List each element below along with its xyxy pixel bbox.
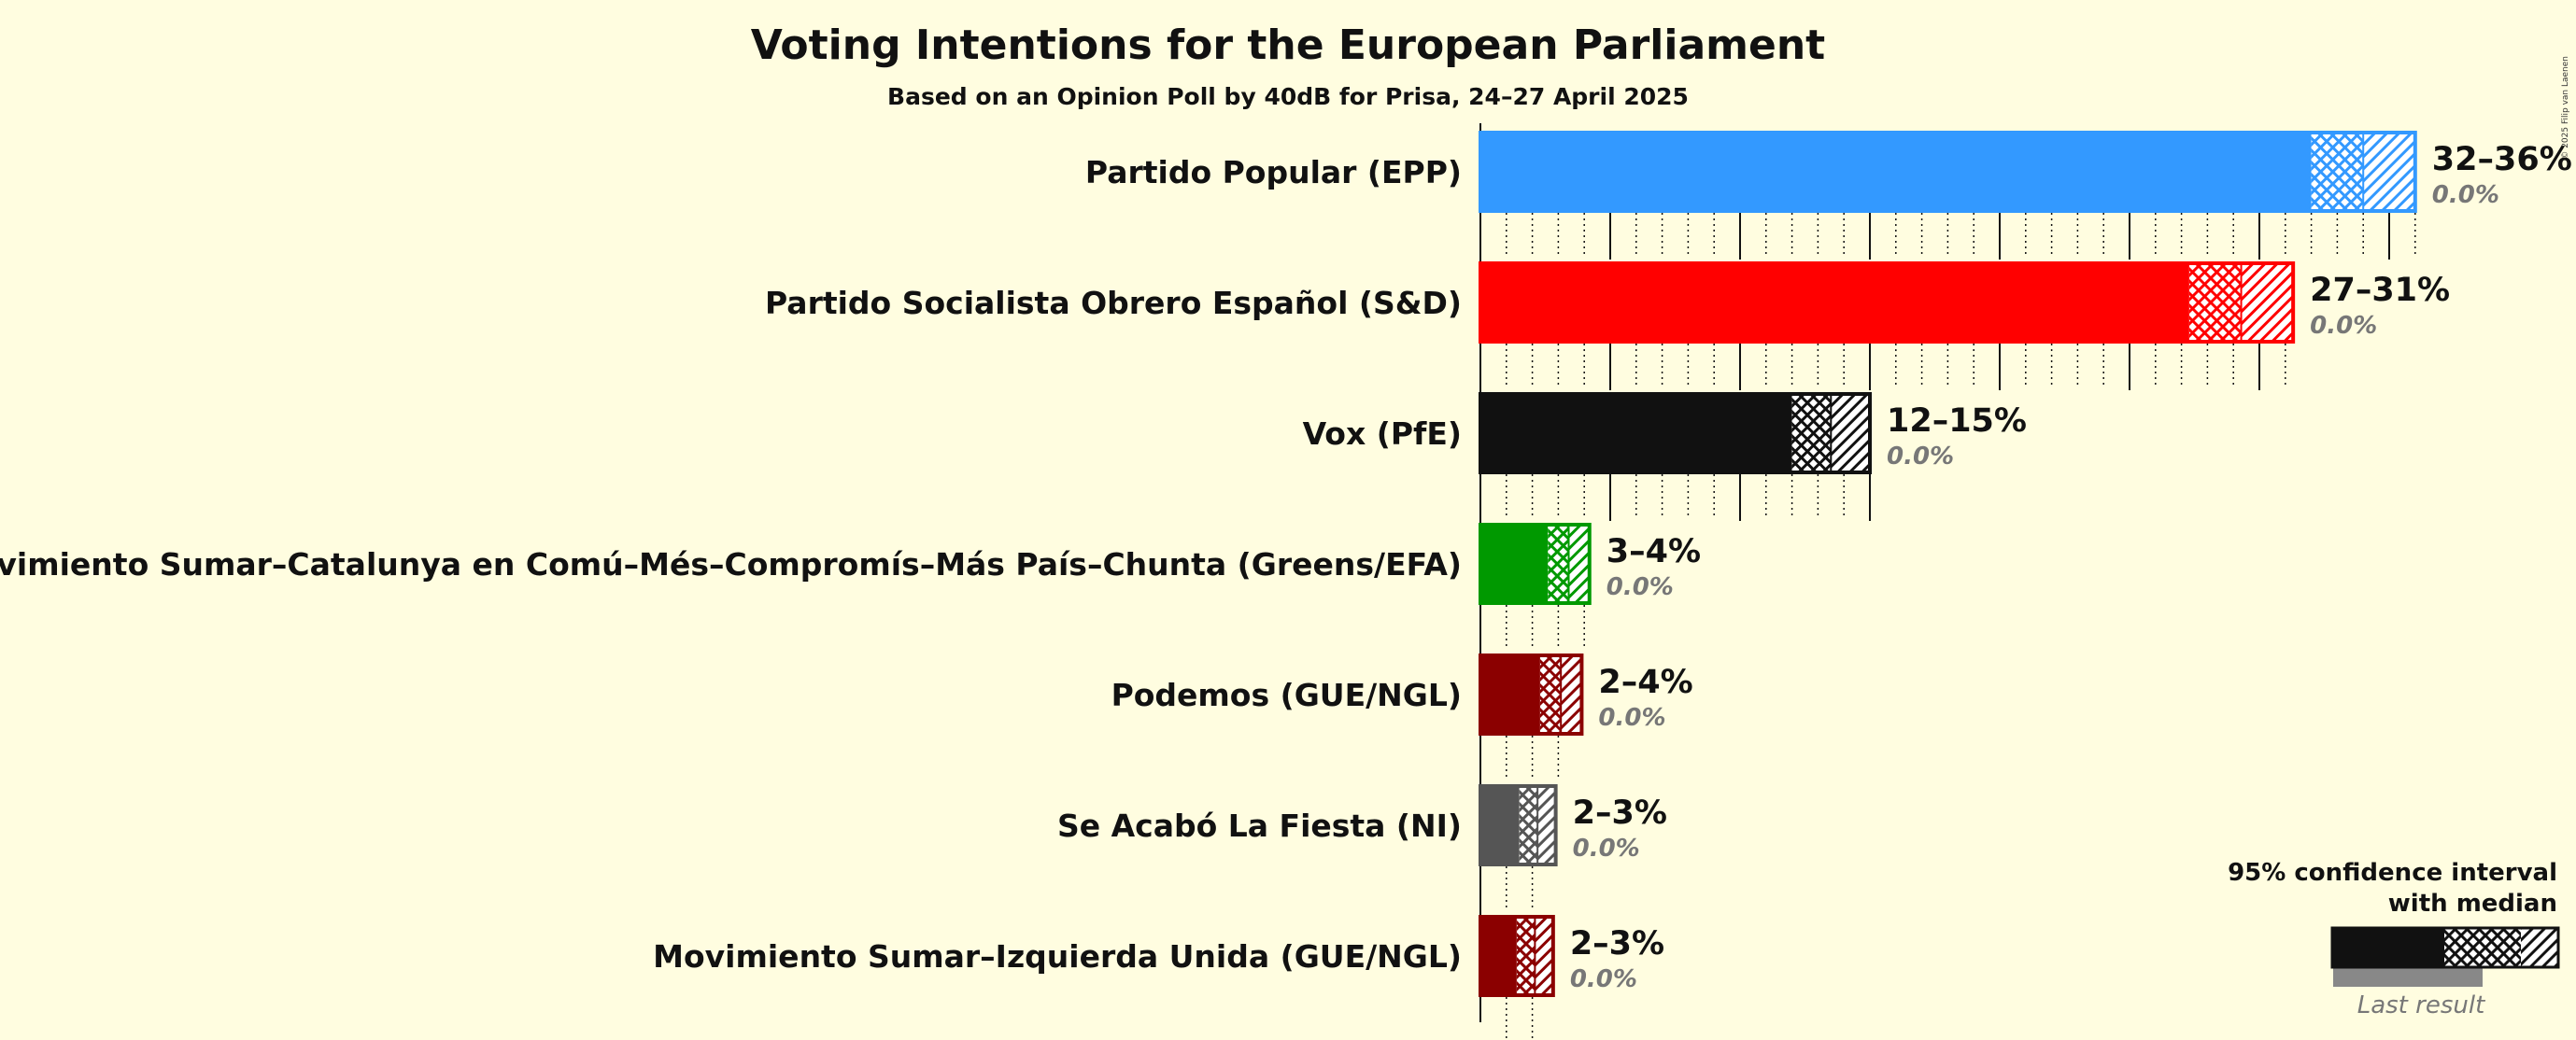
last-result-label: 0.0% — [1573, 835, 1640, 863]
range-label: 27–31% — [2310, 272, 2450, 309]
last-result-label: 0.0% — [1570, 965, 1637, 993]
bar-ci-upper-hatch — [1537, 786, 1556, 864]
last-result-label: 0.0% — [1606, 573, 1674, 601]
bar-ci-lower-hatch — [1548, 525, 1569, 603]
range-label: 3–4% — [1606, 533, 1701, 570]
bars-group: Partido Popular (EPP) 32–36% 0.0% Partido S… — [0, 131, 2572, 1038]
range-label: 2–4% — [1598, 664, 1692, 701]
legend-title-line1: 95% confidence interval — [2228, 859, 2557, 887]
legend-hatch-diag — [2521, 928, 2558, 967]
bar-outline — [1479, 131, 2417, 213]
bar-outline — [1479, 261, 2296, 344]
legend-bar-outline — [2330, 926, 2560, 969]
last-result-label: 0.0% — [1887, 443, 1954, 471]
bar-ci-lower-hatch — [2311, 133, 2364, 211]
range-label: 32–36% — [2432, 141, 2572, 178]
last-result-label: 0.0% — [1598, 704, 1665, 732]
bar-outline — [1479, 915, 1555, 997]
party-label: Vox (PfE) — [1303, 415, 1462, 452]
bar-solid — [1480, 525, 1549, 603]
range-label: 2–3% — [1570, 925, 1664, 963]
bar-outline — [1479, 654, 1584, 736]
range-label: 2–3% — [1573, 794, 1667, 832]
party-label: Movimiento Sumar–Catalunya en Comú–Més–C… — [0, 546, 1462, 583]
bar-ci-lower-hatch — [1519, 786, 1538, 864]
bar-ci-upper-hatch — [1535, 917, 1553, 995]
legend-bar-solid — [2332, 928, 2444, 967]
bar-outline — [1479, 392, 1872, 474]
chart-subtitle: Based on an Opinion Poll by 40dB for Pri… — [887, 83, 1689, 110]
copyright-note: © 2025 Filip van Laenen — [2561, 56, 2570, 160]
bar-solid — [1480, 133, 2312, 211]
bar-ci-lower-hatch — [2188, 263, 2242, 342]
party-label: Podemos (GUE/NGL) — [1111, 677, 1462, 713]
legend-last-result-swatch — [2333, 968, 2483, 987]
bar-ci-lower-hatch — [1791, 394, 1832, 472]
chart-title: Voting Intentions for the European Parli… — [751, 21, 1825, 69]
party-label: Partido Popular (EPP) — [1085, 154, 1462, 190]
legend-hatch — [2444, 928, 2558, 967]
range-label: 12–15% — [1887, 402, 2027, 440]
legend: 95% confidence interval with median Last… — [2228, 859, 2560, 1019]
bar-ci-upper-hatch — [1831, 394, 1871, 472]
bar-outline — [1479, 784, 1558, 866]
bar-solid — [1480, 786, 1520, 864]
party-label: Movimiento Sumar–Izquierda Unida (GUE/NG… — [653, 938, 1462, 975]
legend-last-result-label: Last result — [2357, 991, 2485, 1019]
last-result-label: 0.0% — [2432, 181, 2499, 209]
party-label: Se Acabó La Fiesta (NI) — [1057, 808, 1462, 844]
bar-ci-lower-hatch — [1516, 917, 1536, 995]
legend-hatch-cross — [2444, 928, 2521, 967]
party-label: Partido Socialista Obrero Español (S&D) — [765, 285, 1462, 321]
bar-solid — [1480, 917, 1517, 995]
bar-solid — [1480, 263, 2189, 342]
bar-solid — [1480, 655, 1540, 734]
last-result-label: 0.0% — [2310, 312, 2377, 340]
bar-solid — [1480, 394, 1792, 472]
legend-title-line2: with median — [2388, 890, 2557, 918]
bar-ci-lower-hatch — [1539, 655, 1562, 734]
bar-ci-upper-hatch — [2363, 133, 2415, 211]
bar-ci-upper-hatch — [2241, 263, 2294, 342]
bar-outline — [1479, 523, 1592, 605]
